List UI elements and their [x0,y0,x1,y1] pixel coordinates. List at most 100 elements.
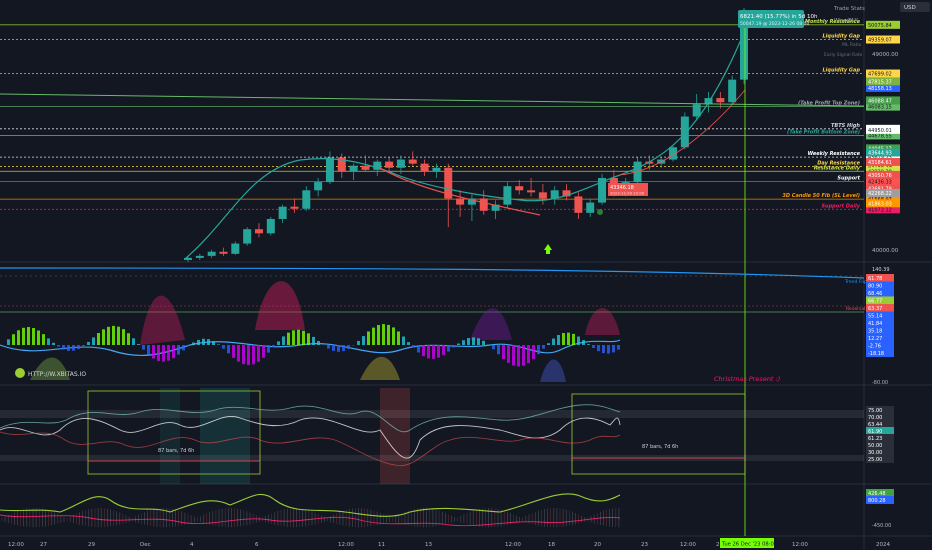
momentum-bar [187,345,190,347]
momentum-bar [152,345,155,359]
time-tick: 29 [88,542,95,548]
candle-body [598,178,607,203]
price-axis-tag-value: 42268.22 [868,191,892,197]
momentum-bar [52,342,55,345]
candle-body [361,165,370,170]
time-tick: 12:00 [338,542,354,548]
momentum-bar [292,330,295,345]
momentum-bar [467,338,470,345]
momentum-bar [342,345,345,352]
time-tick: 12:00 [792,542,808,548]
price-level-name: Day Resistance [817,161,860,167]
momentum-bar [452,345,455,348]
momentum-bar [517,345,520,367]
momentum-bar [57,345,60,347]
candle-body [444,167,453,199]
time-tick: 11 [378,542,385,548]
momentum-bar [62,345,65,350]
price-level-name: Resistance Daily [814,165,861,171]
price-level-value: 42436.33 [868,179,892,185]
candle-body [562,190,571,197]
osc-axis-tag [866,448,894,456]
candle-body [195,255,204,258]
time-tick: 4 [190,542,194,548]
currency-badge[interactable] [900,2,930,12]
momentum-bar [432,345,435,359]
momentum-bar [382,324,385,345]
volume-histogram [1,508,620,528]
price-level-value: 44678.55 [868,133,892,139]
momentum-bar [7,339,10,345]
momentum-bar [127,333,130,345]
momentum-bar [307,333,310,345]
osc-axis-tag-value: 426.48 [868,491,886,497]
price-axis-tag [866,144,900,153]
candle-body [515,186,524,191]
momentum-bar [197,339,200,345]
candle-body [432,167,441,172]
price-axis-tag-value: 43050.76 [868,173,892,179]
candle-body [467,198,476,205]
momentum-bar [202,338,205,345]
momentum-bar [347,345,350,349]
momentum-bar [27,327,30,345]
momentum-bar [572,333,575,345]
price-level-value: 41072.12 [868,207,892,213]
time-tick: Dec [140,542,151,548]
osc-axis-tag-value: 80.90 [868,284,882,290]
momentum-bar [252,345,255,365]
momentum-bar [402,336,405,345]
momentum-bar [162,345,165,362]
momentum-bar [437,345,440,358]
price-axis-tag-value: 43184.61 [868,160,892,166]
momentum-bar [217,344,220,345]
price-level-tag [866,153,900,162]
move-tag-line2: 50047.19 @ 2023-12-26 08:00 [740,21,810,27]
candle-body [325,157,334,183]
osc-axis-tag [866,406,894,414]
time-tick: 13 [425,542,432,548]
trend-flip-label: Trend Flip [844,279,867,285]
candle-body [728,79,737,103]
price-level-tag [866,162,900,171]
price-level-tag [866,131,900,140]
candle-body [704,98,713,105]
momentum-bar [182,345,185,351]
momentum-bar [92,337,95,345]
osc-axis-tag [866,341,894,350]
momentum-bar [22,327,25,345]
osc-axis-tag [866,281,894,290]
rsi-pane [0,388,864,484]
trend-ma-red [379,167,541,216]
momentum-bar [272,345,275,347]
osc-axis-tag [866,274,894,282]
osc-axis-tag-value: 50.00 [868,443,882,449]
momentum-bar [87,341,90,345]
trend-ma-line [185,29,746,259]
momentum-bar [232,345,235,358]
candle-body [527,190,536,193]
momentum-bar [417,345,420,353]
volume-oscillator-pane [0,493,621,528]
osc-axis-tag [866,427,894,435]
price-level-name: TBTS High [831,123,860,129]
ml-ratio-label: ML Ratio [842,42,862,48]
price-level-tag [866,102,900,111]
momentum-bar [542,345,545,349]
time-tick: 23 [641,542,648,548]
osc-tick: -80.00 [872,380,888,386]
candle-body [254,229,263,234]
candle-body [207,251,216,256]
momentum-bar [492,345,495,350]
price-axis-tag [866,83,900,92]
momentum-bar [457,343,460,345]
momentum-bar [472,337,475,345]
price-level-tag [866,35,900,44]
momentum-bar [407,342,410,345]
momentum-bar [247,345,250,366]
momentum-bar [242,345,245,365]
momentum-bar [222,345,225,349]
